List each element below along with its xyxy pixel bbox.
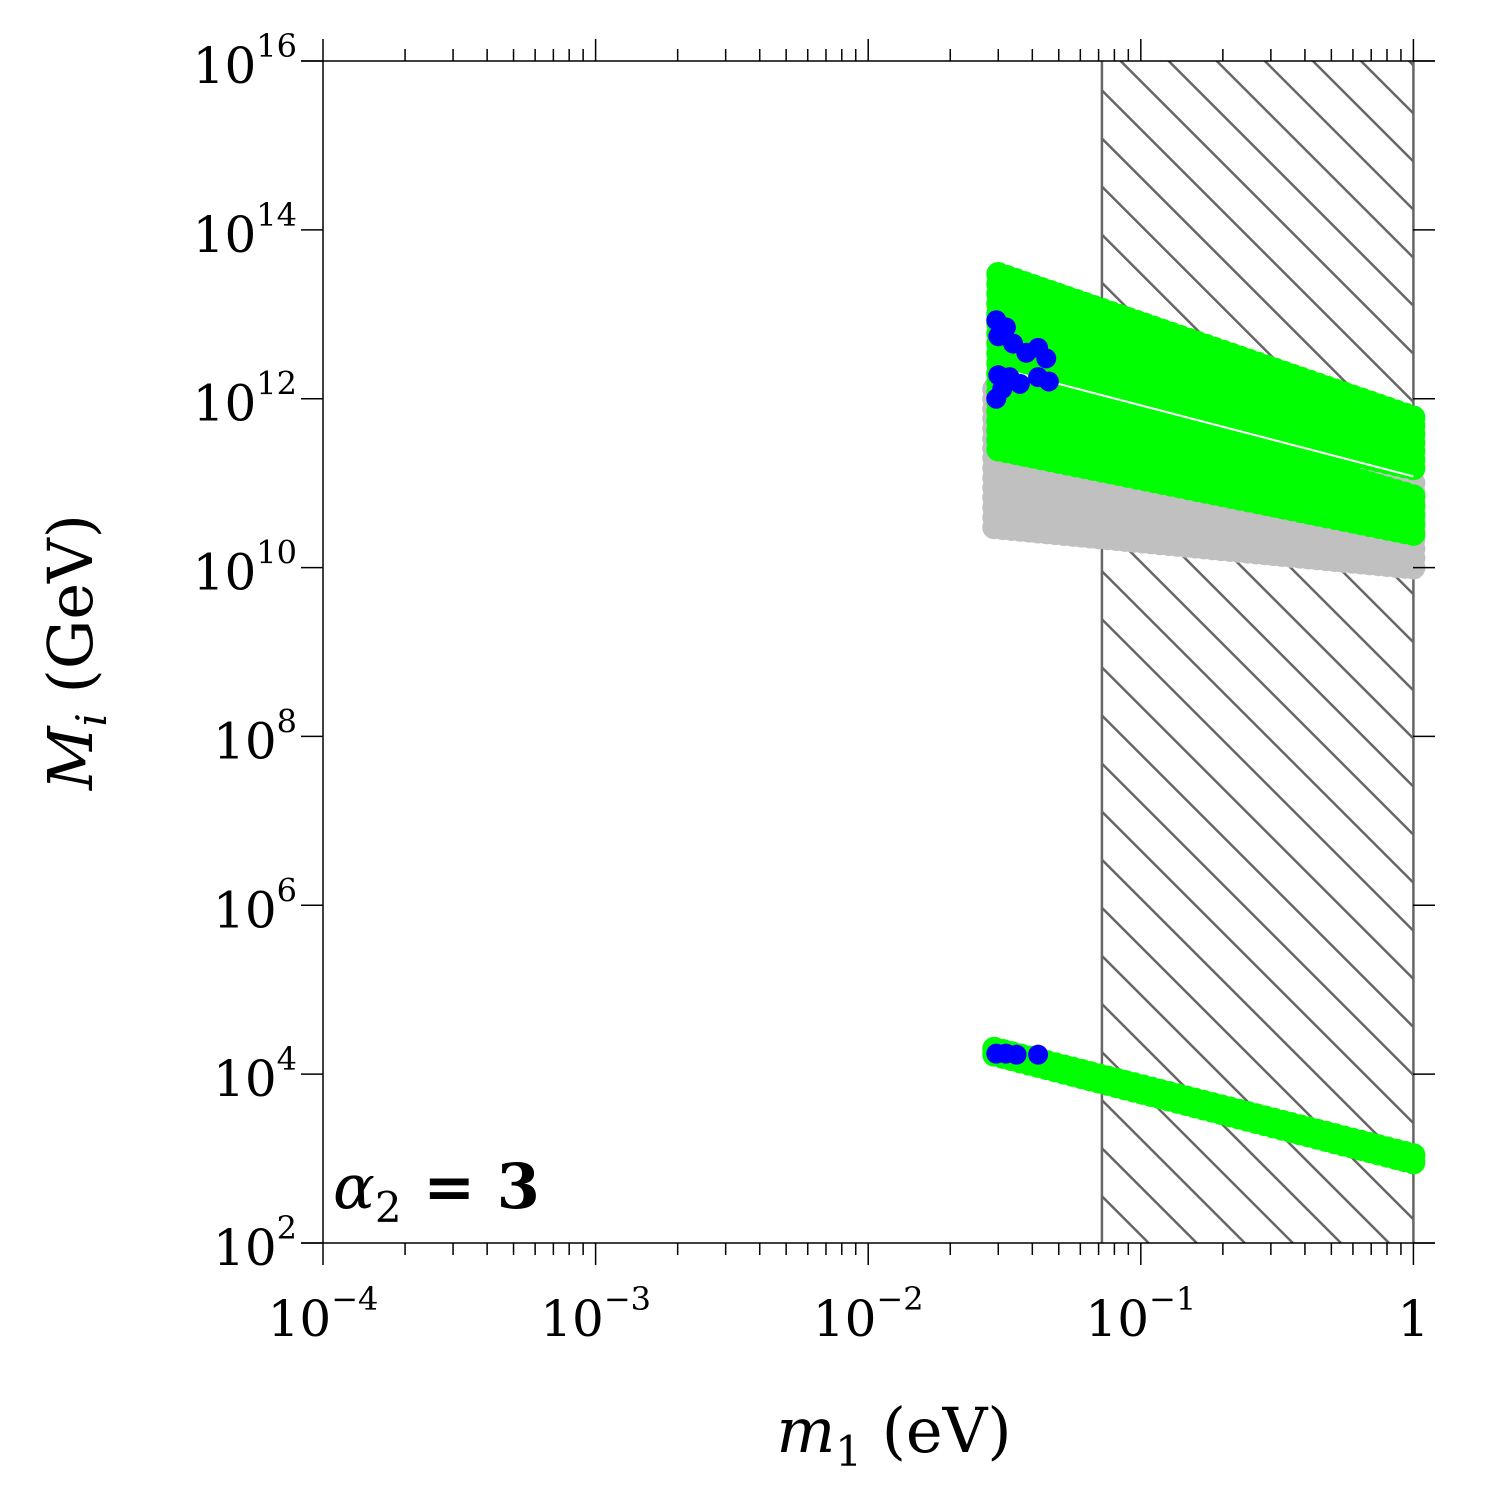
x-axis-sub: 1 <box>835 1427 862 1476</box>
y-axis-label: Mi (GeV) <box>34 514 116 791</box>
y-tick-label: 108 <box>213 702 297 770</box>
x-tick-label: 10−1 <box>1085 1280 1196 1348</box>
x-axis-label: m1 (eV) <box>776 1394 1011 1476</box>
x-tick-base: 1 <box>1398 1290 1430 1348</box>
series-1-point <box>1401 456 1426 481</box>
y-tick-exp: 12 <box>256 365 297 403</box>
series-1-divider <box>998 367 1414 478</box>
excluded-region-hatch <box>1101 61 1414 1243</box>
y-tick-label: 104 <box>213 1040 297 1108</box>
x-tick-exp: −3 <box>604 1280 651 1318</box>
series-1-point <box>1401 521 1426 546</box>
series-2-marker <box>1006 1044 1027 1065</box>
x-tick-exp: −1 <box>1149 1280 1196 1318</box>
y-tick-label: 1016 <box>193 27 297 95</box>
y-tick-label: 102 <box>213 1209 297 1277</box>
y-tick-exp: 4 <box>277 1040 297 1078</box>
y-tick-label: 1014 <box>193 196 297 264</box>
x-tick-label: 10−4 <box>268 1280 379 1348</box>
x-tick-label: 10−3 <box>540 1280 651 1348</box>
y-tick-label: 1012 <box>193 365 297 433</box>
x-tick-label: 10−2 <box>813 1280 924 1348</box>
y-tick-exp: 6 <box>277 871 297 909</box>
y-axis-var: M <box>34 725 107 791</box>
x-axis-unit: (eV) <box>862 1394 1012 1467</box>
x-tick-label: 1 <box>1398 1290 1430 1348</box>
series-2-marker <box>1036 348 1057 369</box>
annotation-sub: 2 <box>375 1183 402 1232</box>
y-tick-exp: 10 <box>256 534 297 572</box>
x-tick-exp: −2 <box>876 1280 923 1318</box>
series-2-marker <box>1028 1044 1049 1065</box>
tick-layer: 10−4 10−3 10−2 10−1 110210410610810101012101… <box>193 27 1435 1348</box>
y-tick-base: 10 <box>213 712 277 770</box>
series-2-marker <box>1038 371 1059 392</box>
series-1-point <box>1401 1150 1426 1175</box>
annotation-label: α2 = 3 <box>333 1150 540 1232</box>
y-tick-base: 10 <box>213 1219 277 1277</box>
annotation-var: α <box>333 1150 375 1223</box>
y-tick-base: 10 <box>213 1050 277 1108</box>
y-tick-exp: 8 <box>277 702 297 740</box>
data-layer <box>982 262 1426 1175</box>
y-tick-base: 10 <box>193 375 257 433</box>
excluded-region-layer <box>1100 61 1415 1243</box>
x-tick-base: 10 <box>813 1290 877 1348</box>
series-2-marker <box>995 317 1016 338</box>
y-axis-sub: i <box>67 713 116 726</box>
y-tick-base: 10 <box>213 881 277 939</box>
x-tick-base: 10 <box>540 1290 604 1348</box>
x-axis-var: m <box>776 1394 835 1467</box>
y-tick-exp: 16 <box>256 27 297 65</box>
x-tick-base: 10 <box>1085 1290 1149 1348</box>
y-axis-unit: (GeV) <box>34 514 107 713</box>
y-tick-base: 10 <box>193 206 257 264</box>
y-tick-exp: 14 <box>256 196 297 234</box>
series-2-marker <box>1009 373 1030 394</box>
y-tick-base: 10 <box>193 37 257 95</box>
y-tick-label: 106 <box>213 871 297 939</box>
x-tick-exp: −4 <box>331 1280 378 1318</box>
y-tick-label: 1010 <box>193 534 297 602</box>
annotation-rest: = 3 <box>402 1150 540 1223</box>
x-tick-base: 10 <box>268 1290 332 1348</box>
y-tick-exp: 2 <box>277 1209 297 1247</box>
y-tick-base: 10 <box>193 544 257 602</box>
